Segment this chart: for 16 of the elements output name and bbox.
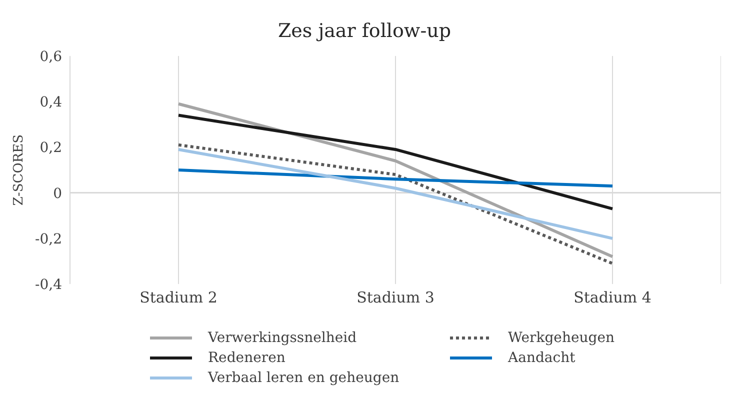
chart-title: Zes jaar follow-up [276,20,452,44]
y-tick-label: -0,2 [35,231,62,248]
x-tick-label: Stadium 3 [356,288,434,307]
legend-label: Verwerkingssnelheid [208,330,357,346]
legend-label: Aandacht [508,350,576,366]
y-tick-label: 0,6 [40,48,62,65]
legend-label: Werkgeheugen [508,330,615,346]
y-axis-title: Z-SCORES [12,134,27,206]
x-tick-label: Stadium 2 [140,288,218,307]
legend-label: Redeneren [208,350,286,366]
y-tick-label: 0 [53,186,62,202]
y-tick-label: -0,4 [35,276,62,293]
y-tick-label: 0,2 [40,140,62,156]
y-tick-label: 0,4 [40,94,62,111]
legend-label: Verbaal leren en geheugen [208,370,400,386]
x-tick-label: Stadium 4 [574,288,652,307]
